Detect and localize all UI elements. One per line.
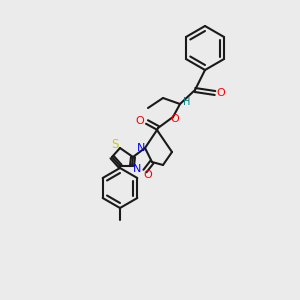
Text: O: O <box>144 170 152 180</box>
Text: S: S <box>111 139 119 152</box>
Text: O: O <box>171 114 179 124</box>
Text: H: H <box>183 97 191 107</box>
Text: O: O <box>136 116 144 126</box>
Text: N: N <box>133 164 141 174</box>
Text: N: N <box>137 143 145 153</box>
Text: O: O <box>217 88 225 98</box>
